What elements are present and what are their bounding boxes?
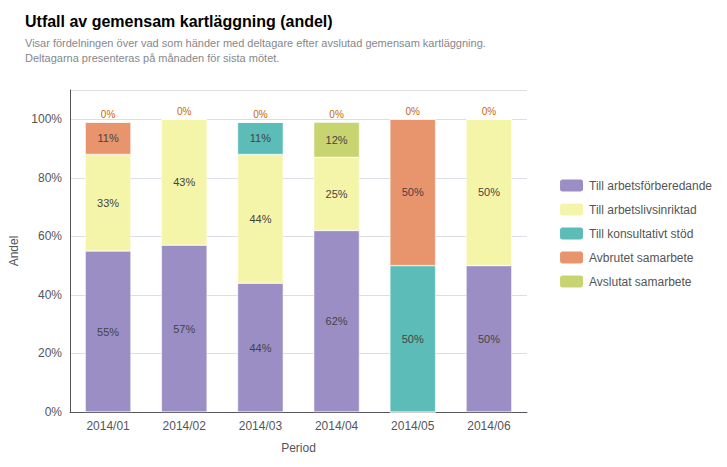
svg-text:80%: 80% — [38, 171, 62, 185]
svg-text:Deltagarna presenteras på måna: Deltagarna presenteras på månaden för si… — [25, 52, 279, 64]
svg-text:44%: 44% — [249, 213, 271, 225]
svg-text:0%: 0% — [253, 109, 268, 120]
svg-text:43%: 43% — [173, 176, 195, 188]
svg-text:20%: 20% — [38, 346, 62, 360]
svg-text:44%: 44% — [249, 342, 271, 354]
svg-text:40%: 40% — [38, 288, 62, 302]
svg-text:2014/05: 2014/05 — [391, 419, 435, 433]
svg-text:0%: 0% — [45, 405, 63, 419]
svg-text:Avbrutet samarbete: Avbrutet samarbete — [589, 251, 694, 265]
svg-text:57%: 57% — [173, 323, 195, 335]
svg-text:55%: 55% — [97, 326, 119, 338]
svg-text:2014/01: 2014/01 — [86, 419, 130, 433]
svg-text:11%: 11% — [250, 132, 271, 144]
svg-text:Utfall av gemensam kartläggnin: Utfall av gemensam kartläggning (andel) — [25, 13, 333, 30]
svg-text:62%: 62% — [326, 315, 348, 327]
svg-text:0%: 0% — [482, 106, 497, 117]
svg-text:50%: 50% — [402, 333, 424, 345]
svg-text:Till konsultativt stöd: Till konsultativt stöd — [589, 227, 693, 241]
svg-text:Till arbetsförberedande: Till arbetsförberedande — [589, 179, 712, 193]
svg-text:2014/06: 2014/06 — [467, 419, 511, 433]
svg-text:33%: 33% — [97, 197, 119, 209]
svg-text:2014/04: 2014/04 — [315, 419, 359, 433]
svg-text:100%: 100% — [31, 112, 62, 126]
svg-text:2014/03: 2014/03 — [239, 419, 283, 433]
svg-text:50%: 50% — [402, 186, 424, 198]
svg-text:2014/02: 2014/02 — [163, 419, 207, 433]
svg-text:0%: 0% — [406, 106, 421, 117]
svg-text:Period: Period — [281, 441, 316, 455]
svg-text:0%: 0% — [177, 106, 192, 117]
svg-text:50%: 50% — [478, 186, 500, 198]
svg-text:0%: 0% — [329, 109, 344, 120]
svg-text:50%: 50% — [478, 333, 500, 345]
svg-text:Till arbetslivsinriktad: Till arbetslivsinriktad — [589, 203, 697, 217]
svg-text:11%: 11% — [97, 132, 118, 144]
svg-text:Andel: Andel — [7, 236, 21, 267]
svg-text:0%: 0% — [101, 109, 116, 120]
svg-text:Avslutat samarbete: Avslutat samarbete — [589, 275, 692, 289]
svg-text:60%: 60% — [38, 229, 62, 243]
svg-text:Visar fördelningen över vad so: Visar fördelningen över vad som händer m… — [25, 37, 489, 49]
svg-text:25%: 25% — [326, 188, 348, 200]
svg-text:12%: 12% — [326, 134, 348, 146]
